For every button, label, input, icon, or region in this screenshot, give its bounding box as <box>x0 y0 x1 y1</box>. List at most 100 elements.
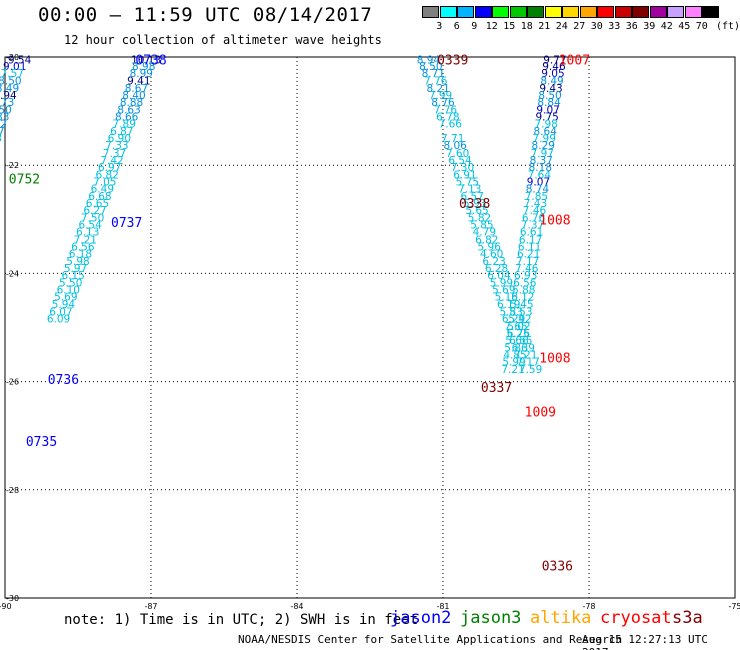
wave-height-point: 5.96 <box>478 241 502 253</box>
pass-time-label: 0338 <box>459 197 490 212</box>
y-tick-label: -22 <box>6 161 19 170</box>
scale-tick-label: 70 <box>695 21 708 32</box>
wave-height-point: 7.76 <box>434 104 458 116</box>
scale-swatch <box>422 6 439 18</box>
wave-height-point: 8.94 <box>417 55 441 67</box>
scale-swatch <box>614 6 632 18</box>
scale-tick-label: 45 <box>678 21 691 32</box>
wave-height-point: 7.37 <box>521 220 544 232</box>
wave-height-point: 8.84 <box>537 97 561 109</box>
scale-swatch <box>457 6 474 18</box>
wave-height-point: 5.50 <box>59 278 82 290</box>
wave-height-point: 7.71 <box>441 133 464 145</box>
scale-tick-label: 24 <box>555 21 568 32</box>
scale-tick-label: 18 <box>520 21 533 32</box>
wave-height-point: 7.64 <box>528 169 552 181</box>
wave-height-point: 6.27 <box>83 205 106 217</box>
pass-time-label: 0737 <box>111 216 142 231</box>
wave-height-point: 5.97 <box>64 263 87 275</box>
wave-height-point: 7.46 <box>523 205 547 217</box>
wave-height-point: 6.10 <box>57 285 80 297</box>
y-tick-label: -20 <box>6 53 19 62</box>
pass-time-label: 0337 <box>481 381 512 396</box>
wave-height-point: 6.12 <box>511 292 534 304</box>
wave-height-point: 6.82 <box>96 169 119 181</box>
wave-height-point: 7.65 <box>504 321 527 333</box>
wave-height-point: 9.75 <box>535 112 558 124</box>
wave-height-point: 6.61 <box>520 227 543 239</box>
wave-height-point: 6.29 <box>502 313 525 325</box>
wave-height-point: 6.65 <box>86 198 109 210</box>
scale-tick-label: 30 <box>590 21 603 32</box>
wave-height-point: 8.49 <box>540 75 563 87</box>
x-tick-label: -90 <box>0 602 12 611</box>
wave-height-point: 7.85 <box>525 191 548 203</box>
wave-height-point: 6.15 <box>61 270 84 282</box>
page-subtitle: 12 hour collection of altimeter wave hei… <box>64 33 382 47</box>
wave-height-point: 5.86 <box>504 343 528 355</box>
wave-height-point: 5.99 <box>502 357 525 369</box>
wave-height-point: 7.46 <box>515 263 539 275</box>
wave-height-point: 6.17 <box>519 234 542 246</box>
wave-height-point: 7.33 <box>105 140 128 152</box>
wave-height-point: 7.43 <box>524 198 547 210</box>
scale-swatch <box>702 6 719 18</box>
wave-height-point: 5.65 <box>465 205 488 217</box>
wave-height-point: 5.98 <box>66 256 89 268</box>
wave-height-point: 7.43 <box>0 133 2 145</box>
wave-height-point: 7.30 <box>451 162 474 174</box>
scale-tick-label: 9 <box>471 21 478 32</box>
pass-time-label: 0738 <box>135 54 166 69</box>
wave-height-point: 8.50 <box>0 75 22 87</box>
x-tick-label: -87 <box>144 602 157 611</box>
wave-height-point: 7.17 <box>516 357 539 369</box>
pass-time-label: 0736 <box>48 373 79 388</box>
generated-timestamp: Aug 15 12:27:13 UTC 2017 <box>582 633 708 650</box>
wave-height-point: 5.85 <box>470 220 493 232</box>
wave-height-point: 8.64 <box>534 126 558 138</box>
wave-height-point: 9.54 <box>8 55 32 67</box>
wave-height-point: 6.97 <box>98 162 121 174</box>
wave-height-point: 6.91 <box>453 169 476 181</box>
wave-height-point: 5.94 <box>52 299 76 311</box>
wave-height-point: 8.98 <box>132 61 155 73</box>
x-tick-label: -75 <box>728 602 740 611</box>
wave-height-point: 8.67 <box>125 83 148 95</box>
wave-height-point: 7.21 <box>514 350 537 362</box>
wave-height-point: 8.37 <box>530 155 553 167</box>
scale-swatch <box>562 6 579 18</box>
scale-swatch <box>649 6 667 18</box>
wave-height-point: 6.54 <box>448 155 472 167</box>
wave-height-point: 8.06 <box>443 140 467 152</box>
wave-height-point: 8.73 <box>0 97 14 109</box>
wave-height-point: 6.56 <box>513 278 537 290</box>
wave-height-point: 5.99 <box>490 278 513 290</box>
pass-time-label: 1008 <box>539 213 570 228</box>
wave-height-point: 7.89 <box>113 119 136 131</box>
wave-height-point: 8.40 <box>122 90 145 102</box>
legend-altika: altika <box>530 608 592 628</box>
wave-height-point: 7.99 <box>429 90 452 102</box>
wave-height-point: 6.07 <box>49 306 72 318</box>
wave-height-point: 6.54 <box>78 220 102 232</box>
wave-height-point: 9.77 <box>543 55 566 67</box>
legend-cryosat: cryosat <box>600 608 672 628</box>
wave-height-point: 6.87 <box>110 126 133 138</box>
wave-height-point: 7.21 <box>74 234 97 246</box>
pass-time-label: 0339 <box>437 54 468 69</box>
wave-height-point: 8.82 <box>0 119 7 131</box>
wave-height-point: 7.66 <box>439 119 463 131</box>
scale-tick-label: 15 <box>503 21 516 32</box>
wave-height-point: 8.83 <box>0 112 9 124</box>
plot-frame <box>4 56 736 599</box>
wave-height-point: 8.88 <box>120 97 143 109</box>
wave-height-point: 5.45 <box>510 299 533 311</box>
wave-height-point: 6.49 <box>91 183 114 195</box>
wave-height-point: 5.69 <box>54 292 77 304</box>
scale-swatch <box>527 6 544 18</box>
wave-height-point: 8.50 <box>0 104 12 116</box>
wave-height-point: 5.42 <box>508 313 531 325</box>
wave-height-point: 8.17 <box>0 126 5 138</box>
wave-height-point: 8.21 <box>426 83 449 95</box>
y-tick-label: -30 <box>6 594 19 603</box>
